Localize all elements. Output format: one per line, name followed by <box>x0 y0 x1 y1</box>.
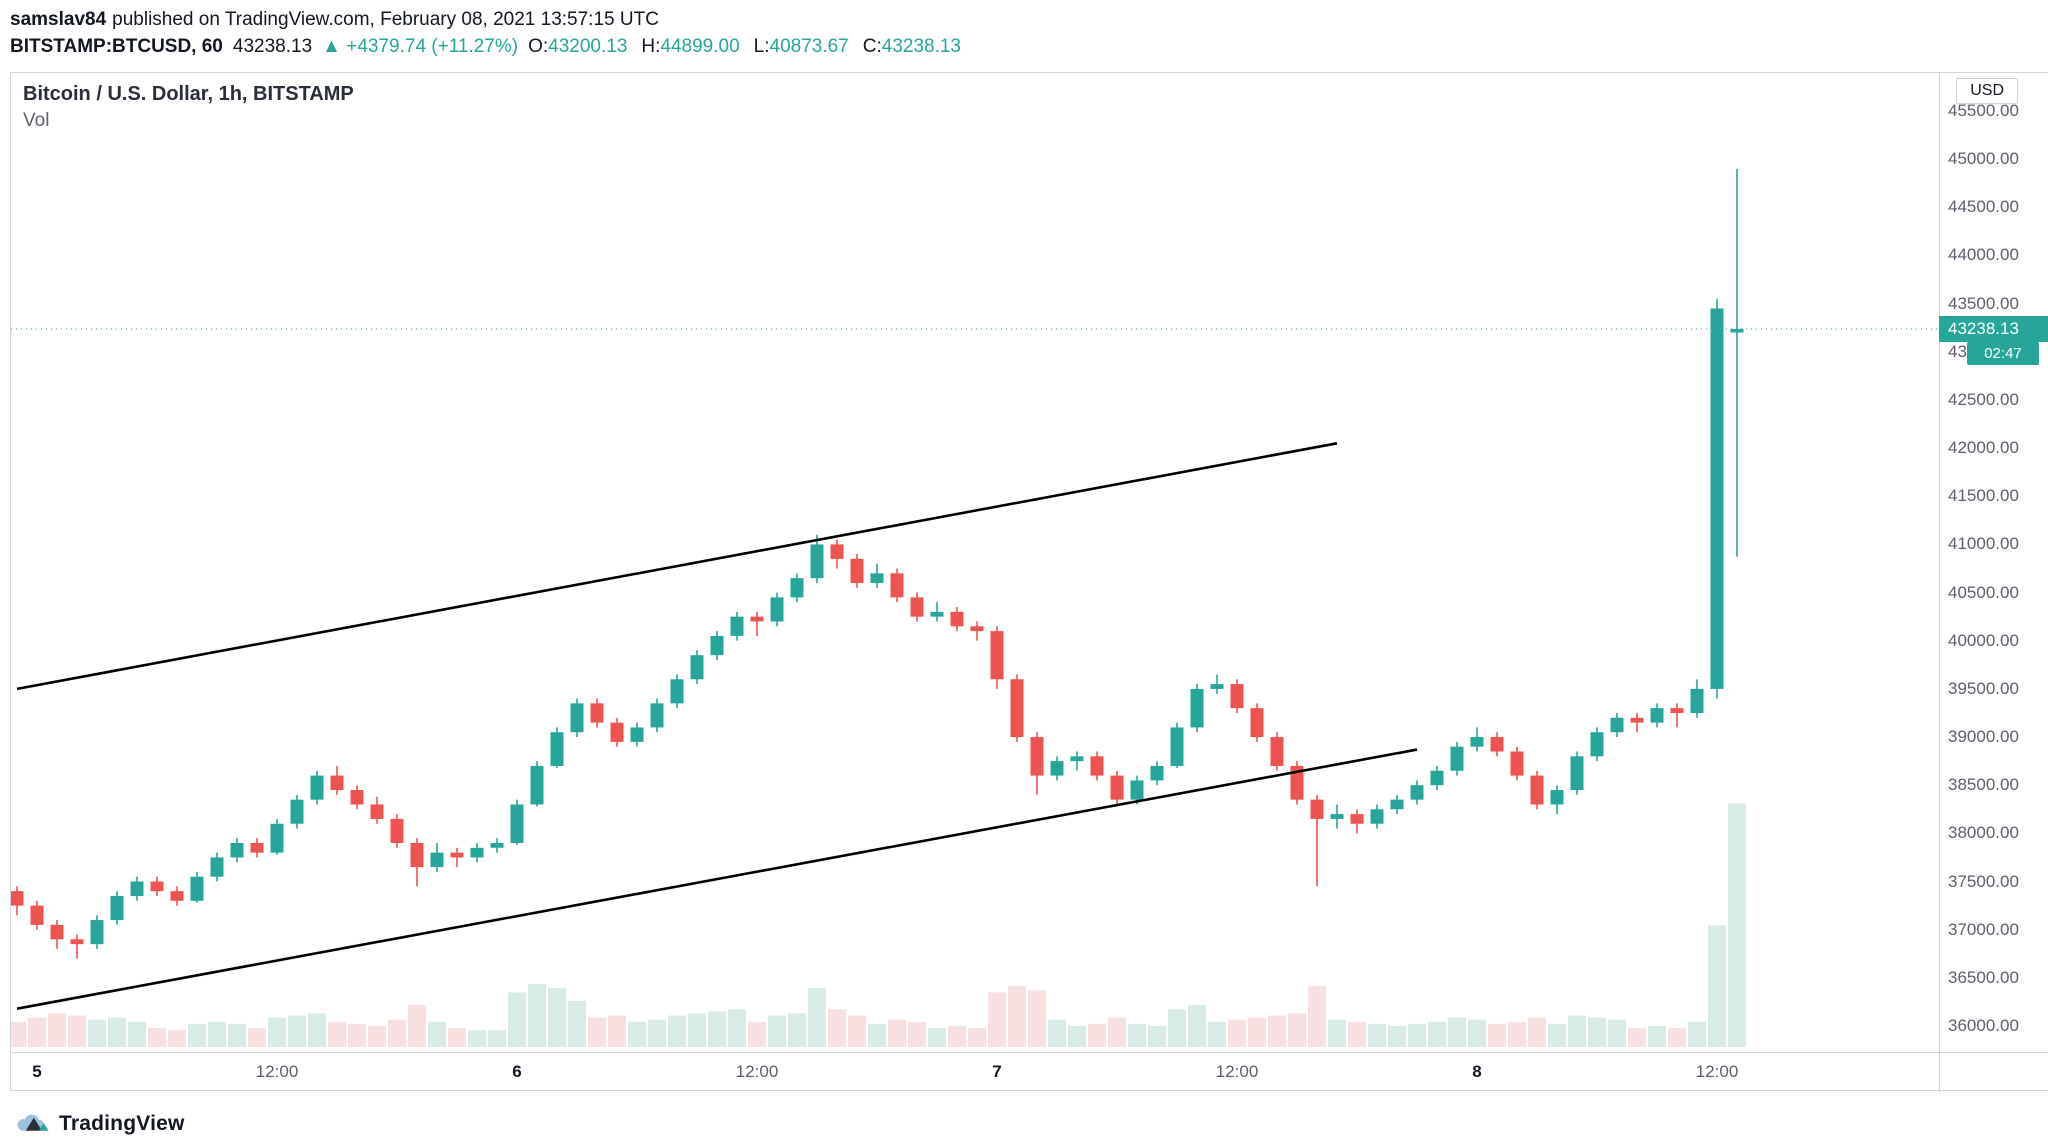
price-axis-label: 40000.00 <box>1948 630 2019 650</box>
trendline[interactable] <box>16 748 1418 1010</box>
price-axis-label: 45500.00 <box>1948 101 2019 120</box>
price-axis-label: 37500.00 <box>1948 871 2019 891</box>
change-text: +4379.74 (+11.27%) <box>346 36 519 57</box>
time-axis-label: 12:00 <box>735 1062 779 1081</box>
tradingview-logo-icon[interactable] <box>14 1111 50 1137</box>
price-axis-label: 43500.00 <box>1948 293 2019 313</box>
chart-legend-title[interactable]: Bitcoin / U.S. Dollar, 1h, BITSTAMP <box>23 83 354 105</box>
price-axis-label: 44500.00 <box>1948 197 2019 217</box>
price-axis-label: 38500.00 <box>1948 775 2019 795</box>
time-axis-label: 7 <box>992 1062 1002 1081</box>
author-name[interactable]: samslav84 <box>10 9 107 30</box>
published-text: published on TradingView.com, February 0… <box>112 9 659 30</box>
time-axis-label: 12:00 <box>255 1062 299 1081</box>
price-axis-separator <box>1939 73 1940 1092</box>
time-axis-label: 12:00 <box>1215 1062 1259 1081</box>
last-price-value: 43238.13 <box>232 36 313 57</box>
up-arrow-icon: ▲ <box>322 36 341 57</box>
price-axis-label: 36500.00 <box>1948 967 2019 987</box>
price-axis-label: 45000.00 <box>1948 149 2019 169</box>
ohlc-item: H:44899.00 <box>641 36 740 57</box>
snapshot-header: samslav84 published on TradingView.com, F… <box>10 6 961 60</box>
price-axis-label: 37000.00 <box>1948 919 2019 939</box>
price-chart-canvas[interactable] <box>11 73 1939 1052</box>
time-axis-label: 5 <box>32 1062 42 1081</box>
price-axis-label: 40500.00 <box>1948 582 2019 602</box>
time-axis-label: 12:00 <box>1695 1062 1739 1081</box>
volume-legend-label[interactable]: Vol <box>23 110 50 131</box>
ohlc-item: C:43238.13 <box>862 36 961 57</box>
time-axis[interactable]: 5 12:00 6 12:00 7 12:00 8 12:00 <box>11 1052 2048 1092</box>
chart-area: Bitcoin / U.S. Dollar, 1h, BITSTAMP Vol … <box>10 72 2048 1092</box>
price-axis-label: 42500.00 <box>1948 389 2019 409</box>
price-axis-label: 42000.00 <box>1948 438 2019 458</box>
ohlc-item: L:40873.67 <box>753 36 849 57</box>
trendline[interactable] <box>16 442 1338 691</box>
time-axis-label: 8 <box>1472 1062 1482 1081</box>
price-axis-label: 39500.00 <box>1948 678 2019 698</box>
tradingview-logo-text[interactable]: TradingView <box>59 1112 185 1135</box>
volume-bars <box>11 803 1746 1047</box>
price-axis-label: 44000.00 <box>1948 245 2019 265</box>
price-axis-label: 38000.00 <box>1948 823 2019 843</box>
price-axis-label: 41500.00 <box>1948 486 2019 506</box>
last-price-badge: 43238.13 <box>1939 315 2048 342</box>
time-axis-label: 6 <box>512 1062 522 1081</box>
chart-legend: Bitcoin / U.S. Dollar, 1h, BITSTAMP Vol <box>23 81 354 134</box>
symbol-interval-label[interactable]: BITSTAMP:BTCUSD, 60 <box>10 36 223 57</box>
ohlc-readout: O:43200.13 H:44899.00 L:40873.67 C:43238.13 <box>528 33 961 60</box>
change-indicator: ▲ +4379.74 (+11.27%) <box>322 33 518 60</box>
price-axis[interactable]: 45500.00 45000.00 44500.00 44000.00 43500.00… <box>1940 73 2048 1052</box>
ohlc-item: O:43200.13 <box>528 36 628 57</box>
price-axis-label: 39000.00 <box>1948 727 2019 747</box>
candlesticks <box>11 168 1744 959</box>
published-line: samslav84 published on TradingView.com, F… <box>10 6 961 33</box>
symbol-status-line: BITSTAMP:BTCUSD, 60 43238.13 ▲ +4379.74 … <box>10 33 961 60</box>
currency-toggle-button[interactable]: USD <box>1956 78 2018 104</box>
footer: TradingView <box>14 1111 185 1137</box>
price-axis-label: 36000.00 <box>1948 1016 2019 1035</box>
price-axis-label: 41000.00 <box>1948 534 2019 554</box>
bar-countdown-badge: 02:47 <box>1967 341 2039 365</box>
